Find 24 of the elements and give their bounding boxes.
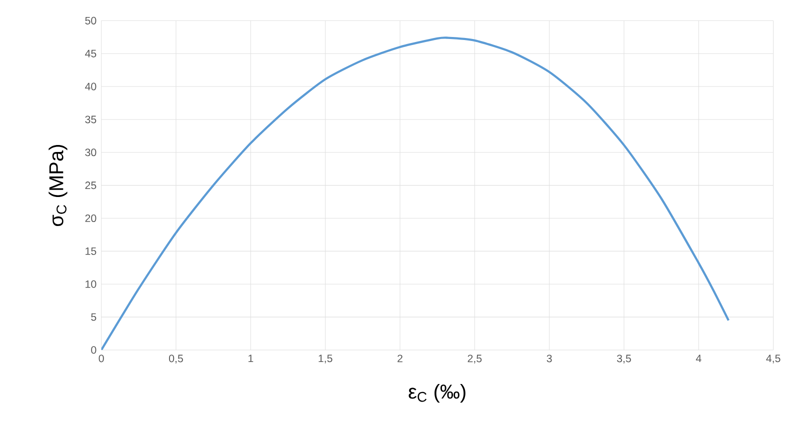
x-axis-title: ε$_{C}$ (‰): [408, 384, 466, 403]
y-tick-label: 20: [85, 214, 96, 222]
y-axis-title: σ$_{C}$ (MPa): [48, 145, 68, 226]
y-tick-label: 15: [86, 247, 96, 255]
x-tick-label: 1,5: [318, 354, 332, 364]
y-tick-label: 45: [85, 50, 96, 58]
y-tick-label: 30: [85, 148, 96, 156]
x-tick-label: 1: [248, 354, 254, 362]
x-tick-label: 0: [98, 354, 104, 362]
y-tick-label: 40: [85, 82, 96, 90]
x-tick-label: 4,5: [766, 354, 780, 364]
y-tick-label: 0: [91, 346, 96, 354]
x-tick-label: 3,5: [616, 354, 631, 364]
y-tick-label: 10: [86, 280, 96, 288]
line-series: [101, 36, 730, 350]
x-tick-label: 0,5: [169, 354, 183, 364]
x-tick-label: 3: [546, 354, 552, 362]
y-tick-label: 35: [85, 116, 96, 124]
y-tick-label: 25: [85, 182, 96, 190]
x-tick-label: 2: [398, 354, 402, 362]
y-tick-label: 5: [91, 313, 96, 321]
y-tick-label: 50: [85, 16, 96, 24]
x-tick-label: 4: [696, 354, 702, 362]
x-tick-label: 2,5: [468, 354, 482, 364]
